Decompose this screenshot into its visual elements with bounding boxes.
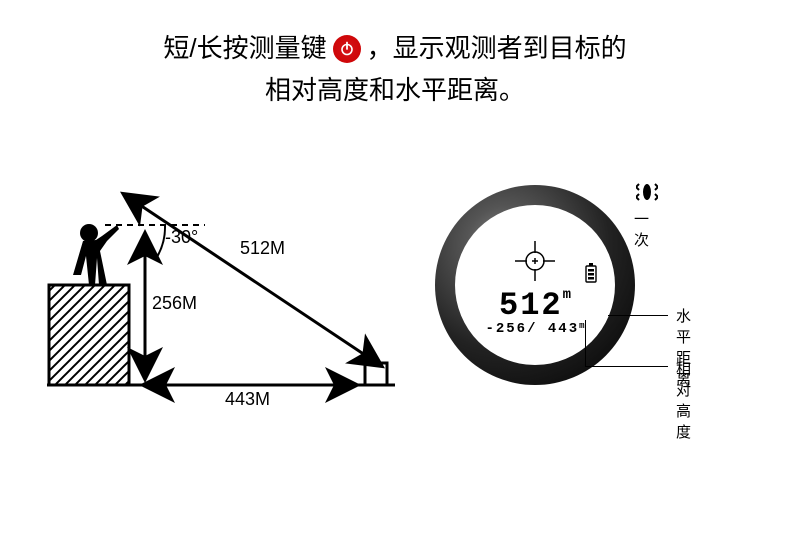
annot-line-height-v	[585, 320, 586, 366]
battery-icon	[585, 263, 597, 283]
sub-reading: -256/ 443m	[455, 321, 615, 337]
main-unit: m	[563, 287, 571, 303]
angle-label: -30°	[165, 227, 198, 248]
power-icon	[333, 35, 361, 63]
base-label: 443M	[225, 389, 270, 410]
title-line1-after: ，显示观测者到目标的	[367, 28, 627, 70]
sub-unit: m	[579, 321, 584, 331]
sub-right: 443	[548, 321, 579, 337]
hypotenuse-label: 512M	[240, 238, 285, 259]
title-line2: 相对高度和水平距离。	[0, 70, 790, 112]
sub-left: -256/	[485, 321, 537, 337]
relative-height-label: 相对高度	[676, 358, 691, 442]
annot-line-height-h	[585, 366, 668, 367]
scope-bezel: 512m -256/ 443m	[435, 185, 635, 385]
instruction-title: 短/长按测量键 ，显示观测者到目标的 相对高度和水平距离。	[0, 28, 790, 111]
main-reading: 512m	[455, 287, 615, 324]
main-value: 512	[499, 287, 563, 324]
measurement-diagram: -30° 512M 256M 443M	[45, 165, 415, 425]
once-label: 一次	[634, 208, 649, 250]
title-line1-before: 短/长按测量键	[163, 28, 326, 70]
scope-display: 512m -256/ 443m	[455, 205, 615, 365]
crosshair-icon	[515, 241, 555, 281]
height-label: 256M	[152, 293, 197, 314]
annot-line-horizontal	[608, 315, 668, 316]
mode-icon	[636, 180, 658, 206]
